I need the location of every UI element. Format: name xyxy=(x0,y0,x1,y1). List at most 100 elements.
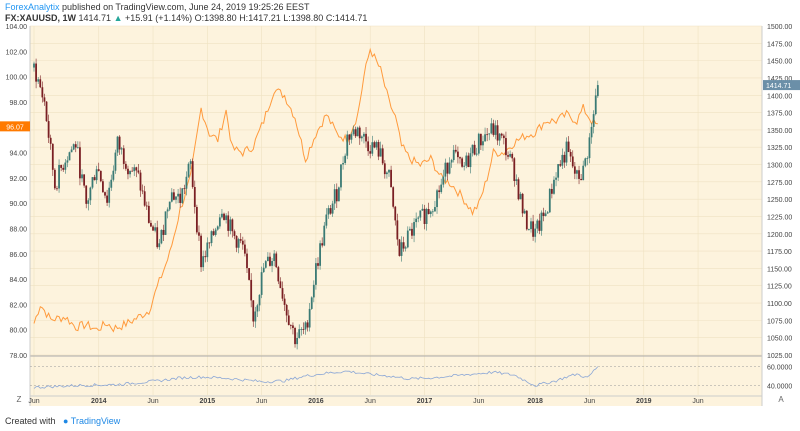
candle-body[interactable] xyxy=(64,162,67,170)
candle-body[interactable] xyxy=(264,261,267,268)
candle-body[interactable] xyxy=(231,219,234,232)
candle-body[interactable] xyxy=(68,152,71,161)
candle-body[interactable] xyxy=(413,222,415,236)
candle-body[interactable] xyxy=(360,136,363,139)
candle-body[interactable] xyxy=(51,143,54,170)
candle-body[interactable] xyxy=(482,141,484,146)
candle-body[interactable] xyxy=(218,217,221,227)
candle-body[interactable] xyxy=(337,187,340,202)
candle-body[interactable] xyxy=(467,155,470,168)
candle-body[interactable] xyxy=(60,164,63,168)
candle-body[interactable] xyxy=(122,148,125,164)
candle-body[interactable] xyxy=(484,134,486,142)
candle-body[interactable] xyxy=(204,256,207,258)
candle-body[interactable] xyxy=(477,133,480,154)
candle-body[interactable] xyxy=(35,63,37,82)
candle-body[interactable] xyxy=(335,189,338,202)
candle-body[interactable] xyxy=(534,228,537,237)
candle-body[interactable] xyxy=(559,164,562,166)
candle-body[interactable] xyxy=(202,256,205,268)
candle-body[interactable] xyxy=(279,281,282,289)
candle-body[interactable] xyxy=(367,141,370,152)
candle-body[interactable] xyxy=(505,138,507,156)
candle-body[interactable] xyxy=(436,190,438,208)
candle-body[interactable] xyxy=(567,141,570,152)
candle-body[interactable] xyxy=(417,217,420,219)
candle-body[interactable] xyxy=(104,192,106,196)
candle-body[interactable] xyxy=(323,225,326,246)
candle-body[interactable] xyxy=(404,247,407,249)
candle-body[interactable] xyxy=(127,168,129,175)
candle-body[interactable] xyxy=(198,232,200,236)
candle-body[interactable] xyxy=(398,239,401,256)
candle-body[interactable] xyxy=(58,164,60,189)
candle-body[interactable] xyxy=(379,148,382,157)
candle-body[interactable] xyxy=(500,133,503,136)
candle-body[interactable] xyxy=(530,221,532,230)
candle-body[interactable] xyxy=(99,170,102,182)
candle-body[interactable] xyxy=(513,158,516,181)
candle-body[interactable] xyxy=(450,160,453,163)
candle-body[interactable] xyxy=(49,137,52,144)
candle-body[interactable] xyxy=(540,212,543,231)
candle-body[interactable] xyxy=(304,322,307,330)
candle-body[interactable] xyxy=(528,229,530,230)
candle-body[interactable] xyxy=(168,201,171,210)
candle-body[interactable] xyxy=(521,193,524,214)
candle-body[interactable] xyxy=(56,188,58,190)
candle-body[interactable] xyxy=(346,134,349,156)
candle-body[interactable] xyxy=(463,165,466,167)
candle-body[interactable] xyxy=(166,209,169,212)
candle-body[interactable] xyxy=(244,244,246,254)
candle-body[interactable] xyxy=(596,85,599,97)
candle-body[interactable] xyxy=(444,162,447,177)
candle-body[interactable] xyxy=(383,163,386,175)
candle-body[interactable] xyxy=(129,170,131,175)
candle-body[interactable] xyxy=(434,207,436,212)
candle-body[interactable] xyxy=(509,153,512,157)
candle-body[interactable] xyxy=(195,206,198,233)
candle-body[interactable] xyxy=(252,300,255,322)
candle-body[interactable] xyxy=(173,192,175,200)
candle-body[interactable] xyxy=(212,231,215,235)
candle-body[interactable] xyxy=(106,195,108,203)
candle-body[interactable] xyxy=(158,243,161,248)
candle-body[interactable] xyxy=(381,148,384,164)
candle-body[interactable] xyxy=(342,163,344,165)
candle-body[interactable] xyxy=(235,235,238,248)
candle-body[interactable] xyxy=(446,162,449,174)
candle-body[interactable] xyxy=(448,162,451,174)
candle-body[interactable] xyxy=(189,161,192,164)
candle-body[interactable] xyxy=(200,235,202,268)
candle-body[interactable] xyxy=(95,169,98,181)
candle-body[interactable] xyxy=(81,174,83,179)
candle-body[interactable] xyxy=(177,193,179,197)
candle-body[interactable] xyxy=(561,154,564,166)
candle-body[interactable] xyxy=(356,127,359,137)
candle-body[interactable] xyxy=(573,166,576,174)
auto-scale-button[interactable]: A xyxy=(778,395,784,404)
candle-body[interactable] xyxy=(137,170,140,173)
candle-body[interactable] xyxy=(565,141,568,163)
candle-body[interactable] xyxy=(427,209,430,214)
candle-body[interactable] xyxy=(517,179,520,200)
candle-body[interactable] xyxy=(33,63,35,68)
candle-body[interactable] xyxy=(555,177,557,180)
candle-body[interactable] xyxy=(523,210,526,214)
candle-body[interactable] xyxy=(271,261,273,266)
candle-body[interactable] xyxy=(553,179,555,194)
candle-body[interactable] xyxy=(498,133,501,141)
candle-body[interactable] xyxy=(164,211,167,235)
candle-body[interactable] xyxy=(321,243,324,246)
candle-body[interactable] xyxy=(292,325,294,329)
candle-body[interactable] xyxy=(260,272,263,295)
candle-body[interactable] xyxy=(97,169,100,171)
candle-body[interactable] xyxy=(208,242,211,244)
candle-body[interactable] xyxy=(557,164,560,178)
candle-body[interactable] xyxy=(283,298,286,305)
candle-body[interactable] xyxy=(536,220,539,229)
candle-body[interactable] xyxy=(465,155,468,166)
candle-body[interactable] xyxy=(578,170,580,179)
candle-body[interactable] xyxy=(569,151,572,157)
candle-body[interactable] xyxy=(223,213,225,220)
